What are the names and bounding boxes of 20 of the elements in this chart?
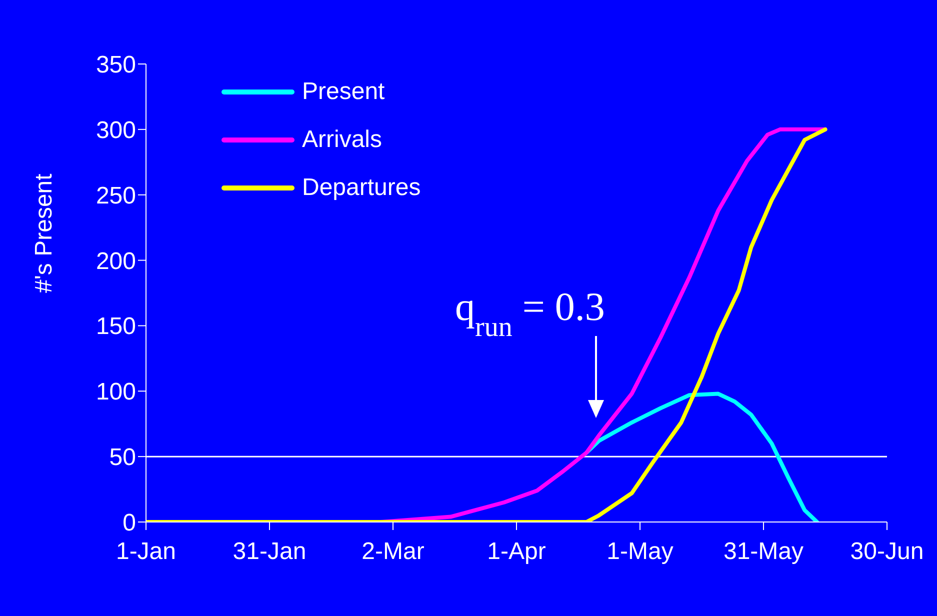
- x-tick-label: 31-Jan: [232, 538, 306, 566]
- annotation: q$_{run}$ = 0.3: [455, 284, 605, 342]
- x-tick-label: 30-Jun: [850, 538, 924, 566]
- y-tick-label: 350: [96, 52, 136, 79]
- y-tick-label: 150: [96, 313, 136, 340]
- x-tick-label: 1-Jan: [116, 538, 176, 566]
- y-tick-label: 300: [96, 116, 136, 144]
- x-tick-label: 2-Mar: [362, 538, 424, 566]
- y-tick-label: 100: [96, 378, 136, 406]
- y-tick-label: 250: [96, 182, 136, 210]
- legend-label: Present: [302, 78, 385, 106]
- x-tick-label: 1-Apr: [487, 538, 546, 566]
- y-tick-label: 50: [109, 444, 136, 472]
- legend-label: Departures: [302, 174, 421, 202]
- x-tick-label: 31-May: [723, 538, 804, 566]
- y-axis-title: #'s Present: [30, 173, 58, 293]
- y-tick-label: 200: [96, 248, 136, 275]
- legend-label: Arrivals: [302, 126, 382, 154]
- x-tick-label: 1-May: [606, 538, 674, 566]
- y-tick-label: 0: [122, 510, 136, 537]
